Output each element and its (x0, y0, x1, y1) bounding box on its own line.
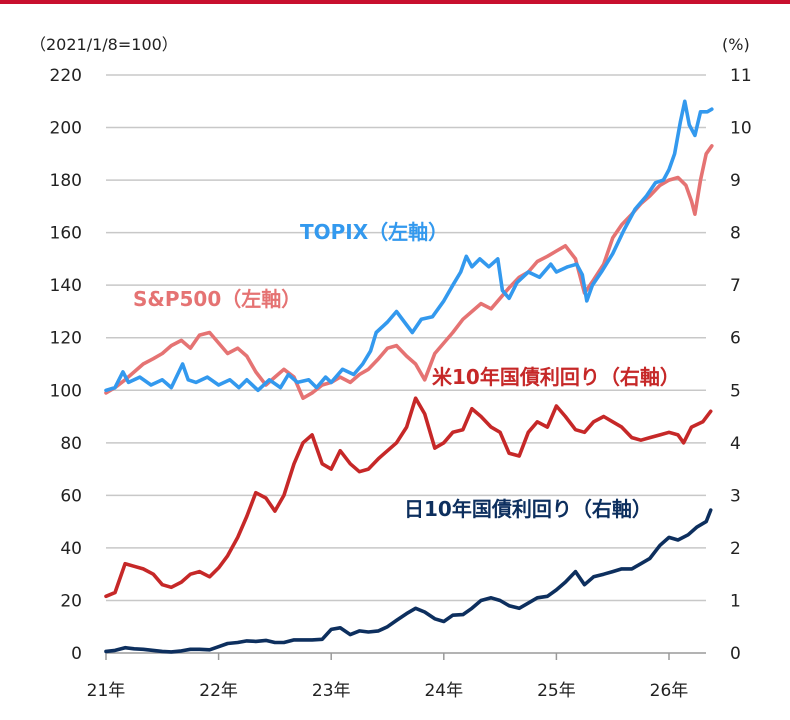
right-tick-label: 4 (730, 434, 741, 454)
left-tick-label: 0 (71, 644, 82, 664)
series-line-0 (104, 99, 714, 393)
right-tick-label: 9 (730, 171, 741, 191)
left-tick-label: 200 (50, 119, 82, 139)
left-tick-label: 80 (60, 434, 82, 454)
series-lines (104, 99, 714, 654)
series-label-sp500: S&P500（左軸） (133, 287, 301, 311)
series-label-jp10y: 日10年国債利回り（右軸） (404, 497, 652, 521)
left-tick-label: 20 (60, 591, 82, 611)
left-tick-label: 160 (50, 224, 82, 244)
left-axis-unit: （2021/1/8=100） (30, 35, 178, 54)
right-tick-label: 3 (730, 486, 741, 506)
top-accent-bar (0, 0, 790, 4)
left-tick-label: 180 (50, 171, 82, 191)
series-line-3 (104, 508, 713, 654)
x-tick-label: 21年 (87, 681, 126, 701)
x-tick-label: 23年 (312, 681, 351, 701)
left-tick-label: 140 (50, 276, 82, 296)
right-tick-label: 10 (730, 119, 752, 139)
left-tick-label: 220 (50, 66, 82, 86)
right-tick-label: 5 (730, 381, 741, 401)
x-tick-label: 24年 (424, 681, 463, 701)
right-tick-label: 8 (730, 224, 741, 244)
left-tick-label: 100 (50, 381, 82, 401)
x-axis-ticks: 21年 22年 23年 24年 25年 26年 (87, 653, 689, 701)
right-axis-ticks: 0 1 2 3 4 5 6 7 8 9 10 11 (730, 66, 752, 664)
right-tick-label: 11 (730, 66, 752, 86)
x-tick-label: 22年 (199, 681, 238, 701)
series-line-2 (104, 396, 713, 599)
left-tick-label: 40 (60, 539, 82, 559)
gridlines (106, 74, 706, 654)
right-tick-label: 6 (730, 329, 741, 349)
x-tick-label: 25年 (537, 681, 576, 701)
right-tick-label: 1 (730, 591, 741, 611)
x-tick-label: 26年 (650, 681, 689, 701)
left-tick-label: 60 (60, 486, 82, 506)
right-axis-unit: (%) (722, 35, 750, 54)
right-tick-label: 0 (730, 644, 741, 664)
left-axis-ticks: 0 20 40 60 80 100 120 140 160 180 200 220 (50, 66, 82, 664)
series-label-us10y: 米10年国債利回り（右軸） (432, 365, 680, 389)
right-tick-label: 7 (730, 276, 741, 296)
right-tick-label: 2 (730, 539, 741, 559)
series-label-topix: TOPIX（左軸） (300, 220, 448, 244)
left-tick-label: 120 (50, 329, 82, 349)
series-line-1 (104, 144, 714, 400)
